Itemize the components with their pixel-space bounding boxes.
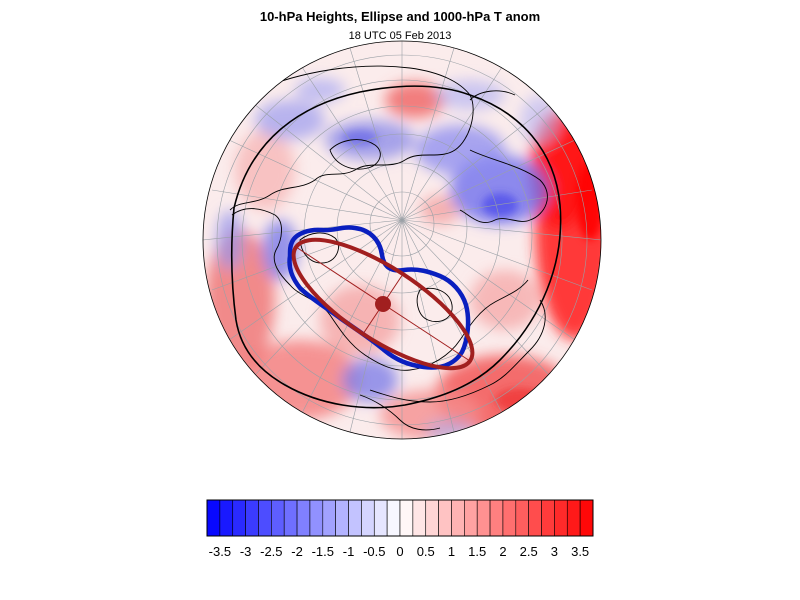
colorbar-tick-label: -2.5 — [260, 544, 282, 559]
vortex-contour — [287, 225, 471, 370]
colorbar-swatch — [309, 499, 324, 537]
colorbar-tick-label: 0.5 — [417, 544, 435, 559]
colorbar-frame — [206, 499, 594, 537]
colorbar-swatches — [206, 499, 594, 537]
colorbar-swatch — [219, 499, 234, 537]
colorbar-swatch — [541, 499, 555, 537]
colorbar-swatch — [528, 499, 542, 537]
colorbar-tick-label: 2 — [499, 544, 506, 559]
coastlines — [229, 65, 548, 431]
colorbar-swatch — [386, 499, 401, 537]
colorbar-swatch — [335, 499, 349, 537]
fitted-ellipse-group — [291, 237, 475, 371]
chart-title: 10-hPa Heights, Ellipse and 1000-hPa T a… — [259, 9, 541, 24]
colorbar-swatch — [579, 499, 594, 537]
colorbar-tick-label: -2 — [291, 544, 303, 559]
colorbar-tick-label: -1.5 — [312, 544, 334, 559]
colorbar-labels: -3.5 -3 -2.5 -2 -1.5 -1 -0.5 0 0.5 1 1.5 2 2.5 3 3.5 — [209, 544, 590, 559]
colorbar-swatch — [476, 499, 491, 537]
colorbar-swatch — [438, 499, 452, 537]
temperature-anomaly-field — [205, 78, 601, 439]
colorbar-swatch — [554, 499, 568, 537]
colorbar-swatch — [232, 499, 246, 537]
colorbar-tick-label: 3 — [551, 544, 558, 559]
colorbar-tick-label: 1 — [448, 544, 455, 559]
colorbar-tick-label: 2.5 — [520, 544, 538, 559]
colorbar-swatch — [361, 499, 375, 537]
colorbar-swatch — [373, 499, 388, 537]
colorbar-swatch — [566, 499, 581, 537]
colorbar-swatch — [296, 499, 311, 537]
colorbar-swatch — [451, 499, 465, 537]
colorbar-swatch — [489, 499, 504, 537]
colorbar-tick-label: 0 — [396, 544, 403, 559]
colorbar-tick-label: -3.5 — [209, 544, 231, 559]
chart-subtitle: 18 UTC 05 Feb 2013 — [348, 30, 452, 42]
colorbar-swatch — [399, 499, 414, 537]
colorbar-tick-label: -3 — [240, 544, 252, 559]
colorbar-swatch — [206, 499, 221, 537]
colorbar-tick-label: -1 — [343, 544, 355, 559]
colorbar-swatch — [502, 499, 517, 537]
colorbar-swatch — [412, 499, 427, 537]
colorbar-swatch — [515, 499, 529, 537]
colorbar-swatch — [322, 499, 336, 537]
colorbar-swatch — [464, 499, 478, 537]
colorbar-tick-label: -0.5 — [363, 544, 385, 559]
colorbar-tick-label: 3.5 — [571, 544, 589, 559]
height-contour-outer — [231, 85, 562, 409]
colorbar-swatch — [245, 499, 259, 537]
colorbar-tick-label: 1.5 — [468, 544, 486, 559]
colorbar-swatch — [258, 499, 272, 537]
colorbar-swatch — [348, 499, 362, 537]
colorbar-swatch — [271, 499, 285, 537]
ellipse-centroid — [375, 296, 391, 312]
colorbar-swatch — [425, 499, 439, 537]
colorbar-swatch — [283, 499, 298, 537]
globe-outline — [202, 40, 602, 440]
